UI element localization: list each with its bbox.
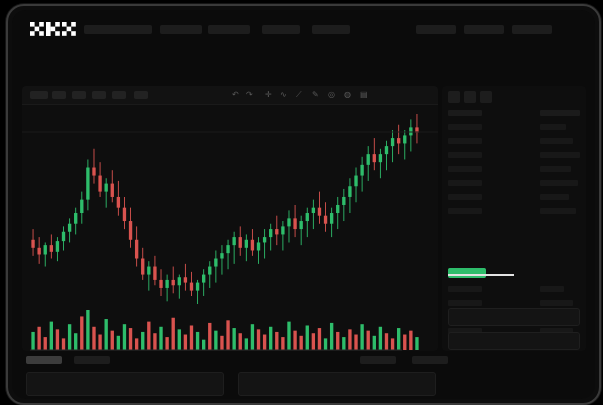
- ruler-icon[interactable]: ⟋: [296, 90, 302, 99]
- redo-icon[interactable]: ↷: [246, 90, 253, 99]
- bottom-right-tab-1[interactable]: [360, 356, 396, 364]
- tab-order-history[interactable]: [74, 356, 110, 364]
- orderbook-bid-price[interactable]: [448, 328, 482, 334]
- orderbook-bid-amount[interactable]: [540, 328, 573, 334]
- chart-toolbar: ↶ ↷ ✛ ∿ ⟋ ✎ ◎ ◍ ▤: [22, 86, 438, 105]
- orderbook-bid-amount[interactable]: [540, 286, 564, 292]
- nav-right-2[interactable]: [464, 25, 504, 34]
- order-amount-field[interactable]: [448, 332, 580, 350]
- nav-item-5[interactable]: [312, 25, 350, 34]
- orderbook-trade-panel[interactable]: Buy Sell: [442, 86, 586, 351]
- chart-interval-4[interactable]: [92, 91, 106, 99]
- bottom-right-tab-2[interactable]: [412, 356, 448, 364]
- orderbook-ask-amount[interactable]: [540, 208, 576, 214]
- orderbook-col-price: [448, 110, 482, 116]
- tablet-device-frame: Spot Trading ▼ ▼: [6, 4, 601, 405]
- brush-icon[interactable]: ✎: [312, 90, 319, 99]
- trade-tab-underline: [448, 274, 514, 276]
- orderbook-asks-icon[interactable]: [480, 91, 492, 103]
- orderbook-ask-amount[interactable]: [540, 152, 580, 158]
- orderbook-ask-price[interactable]: [448, 166, 482, 172]
- price-chart-panel[interactable]: ↶ ↷ ✛ ∿ ⟋ ✎ ◎ ◍ ▤: [22, 86, 438, 351]
- orderbook-ask-price[interactable]: [448, 208, 482, 214]
- top-navigation-bar: [12, 10, 595, 44]
- orderbook-ask-amount[interactable]: [540, 194, 569, 200]
- orderbook-col-amount: [540, 110, 580, 116]
- orderbook-ask-price[interactable]: [448, 124, 482, 130]
- trash-icon[interactable]: ▤: [360, 90, 368, 99]
- orderbook-ask-amount[interactable]: [540, 180, 578, 186]
- nav-item-4[interactable]: [262, 25, 300, 34]
- nav-item-2[interactable]: [160, 25, 202, 34]
- orderbook-both-icon[interactable]: [448, 91, 460, 103]
- chart-interval-1[interactable]: [30, 91, 48, 99]
- orderbook-bids-icon[interactable]: [464, 91, 476, 103]
- app-screen: Spot Trading ▼ ▼: [12, 10, 595, 399]
- chart-indicator-menu[interactable]: [134, 91, 148, 99]
- chart-interval-3[interactable]: [72, 91, 86, 99]
- orderbook-ask-amount[interactable]: [540, 138, 573, 144]
- orderbook-ask-price[interactable]: [448, 194, 482, 200]
- volume-chart: [22, 308, 438, 351]
- nav-right-1[interactable]: [416, 25, 456, 34]
- tab-open-orders[interactable]: [26, 356, 62, 364]
- order-price-field[interactable]: [448, 308, 580, 326]
- orderbook-spread: [448, 268, 486, 278]
- okx-logo-icon[interactable]: [30, 22, 76, 36]
- crosshair-icon[interactable]: ✛: [265, 90, 272, 99]
- eye-icon[interactable]: ◍: [344, 90, 351, 99]
- orderbook-ask-price[interactable]: [448, 152, 482, 158]
- orderbook-ask-amount[interactable]: [540, 166, 571, 172]
- chart-interval-5[interactable]: [112, 91, 126, 99]
- nav-right-3[interactable]: [512, 25, 552, 34]
- nav-item-1[interactable]: [84, 25, 152, 34]
- market-toolbar: Spot Trading ▼ ▼: [12, 44, 595, 114]
- undo-icon[interactable]: ↶: [232, 90, 239, 99]
- chart-interval-2[interactable]: [52, 91, 66, 99]
- trendline-icon[interactable]: ∿: [280, 90, 287, 99]
- nav-item-3[interactable]: [208, 25, 250, 34]
- candlestick-chart[interactable]: [22, 104, 438, 314]
- orderbook-bid-amount[interactable]: [540, 300, 573, 306]
- orderbook-bid-price[interactable]: [448, 286, 482, 292]
- bottom-card-1[interactable]: [26, 372, 224, 396]
- orderbook-bid-price[interactable]: [448, 300, 482, 306]
- orderbook-ask-amount[interactable]: [540, 124, 566, 130]
- bottom-card-2[interactable]: [238, 372, 436, 396]
- magnet-icon[interactable]: ◎: [328, 90, 335, 99]
- orderbook-ask-price[interactable]: [448, 180, 482, 186]
- orderbook-ask-price[interactable]: [448, 138, 482, 144]
